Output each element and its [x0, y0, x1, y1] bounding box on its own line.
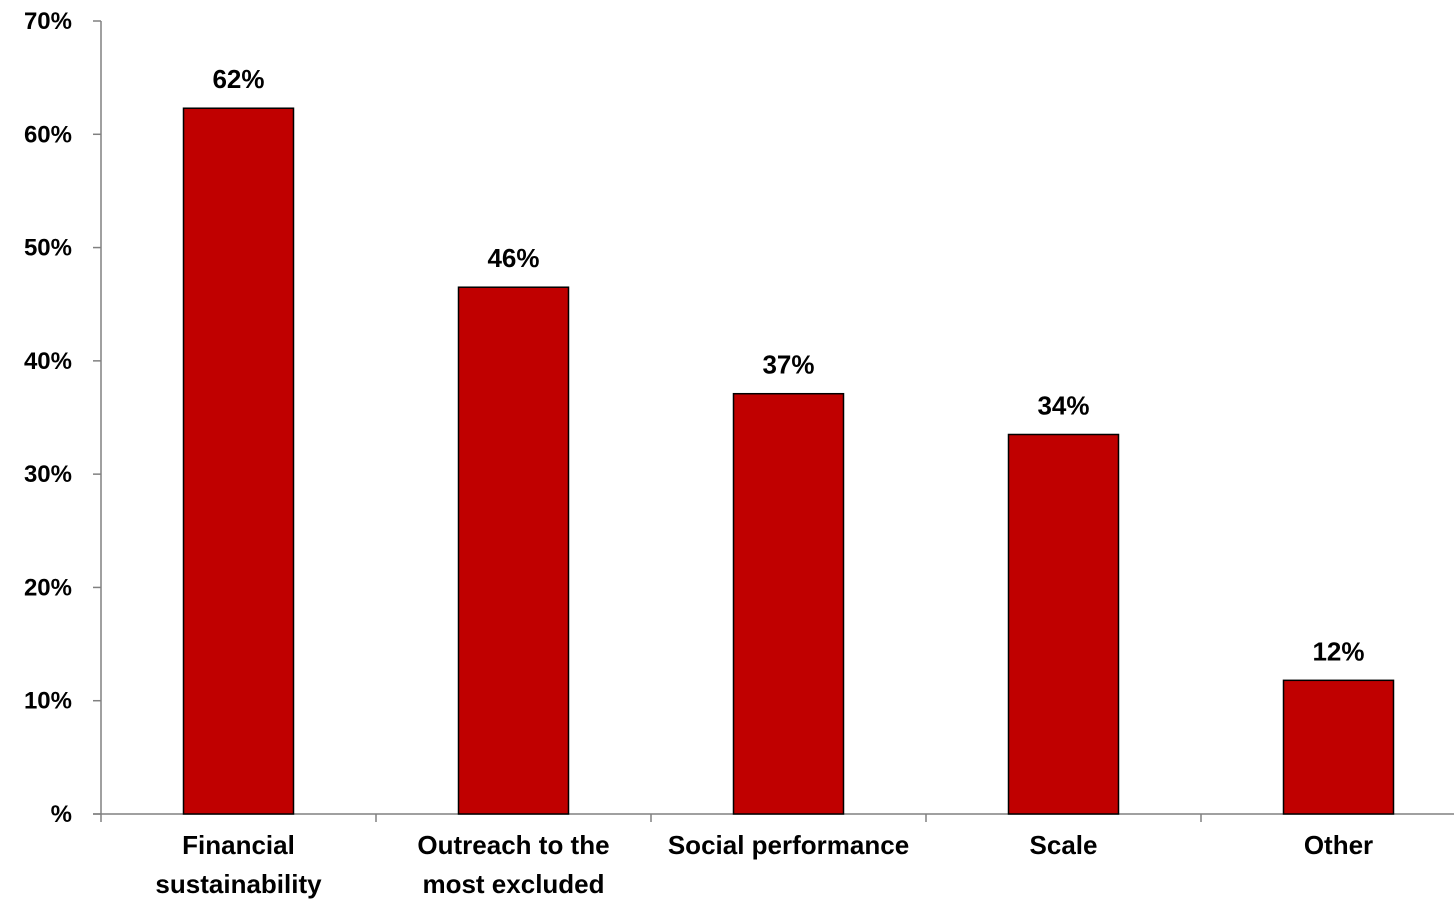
category-label: Outreach to the — [417, 830, 609, 860]
category-label: Scale — [1030, 830, 1098, 860]
bar — [732, 392, 845, 815]
bar — [457, 286, 570, 815]
bar — [1007, 433, 1120, 815]
category-label: Social performance — [668, 830, 909, 860]
data-label: 37% — [762, 350, 814, 380]
category-label: most excluded — [422, 869, 604, 899]
category-label: Other — [1304, 830, 1373, 860]
bars — [182, 107, 1395, 815]
category-label: sustainability — [155, 869, 322, 899]
data-label: 62% — [212, 64, 264, 94]
y-tick-label: 20% — [24, 574, 72, 601]
y-tick-label: 70% — [24, 8, 72, 35]
bar — [182, 107, 295, 815]
y-tick-label: 30% — [24, 461, 72, 488]
category-label: Financial — [182, 830, 295, 860]
y-tick-label: 50% — [24, 235, 72, 262]
category-labels: Financial sustainability Outreach to the mo… — [155, 830, 1373, 899]
y-tick-label: 10% — [24, 688, 72, 715]
data-label: 46% — [487, 243, 539, 273]
data-label: 12% — [1312, 636, 1364, 666]
y-tick-label: 60% — [24, 121, 72, 148]
x-axis — [93, 813, 1454, 822]
y-axis: % 10% 20% 30% 40% 50% 60% 70% — [24, 8, 102, 828]
data-label: 34% — [1037, 390, 1089, 420]
y-tick-label: % — [51, 801, 72, 828]
bar — [1282, 679, 1395, 815]
data-labels: 62% 46% 37% 34% 12% — [212, 64, 1364, 666]
y-tick-label: 40% — [24, 348, 72, 375]
